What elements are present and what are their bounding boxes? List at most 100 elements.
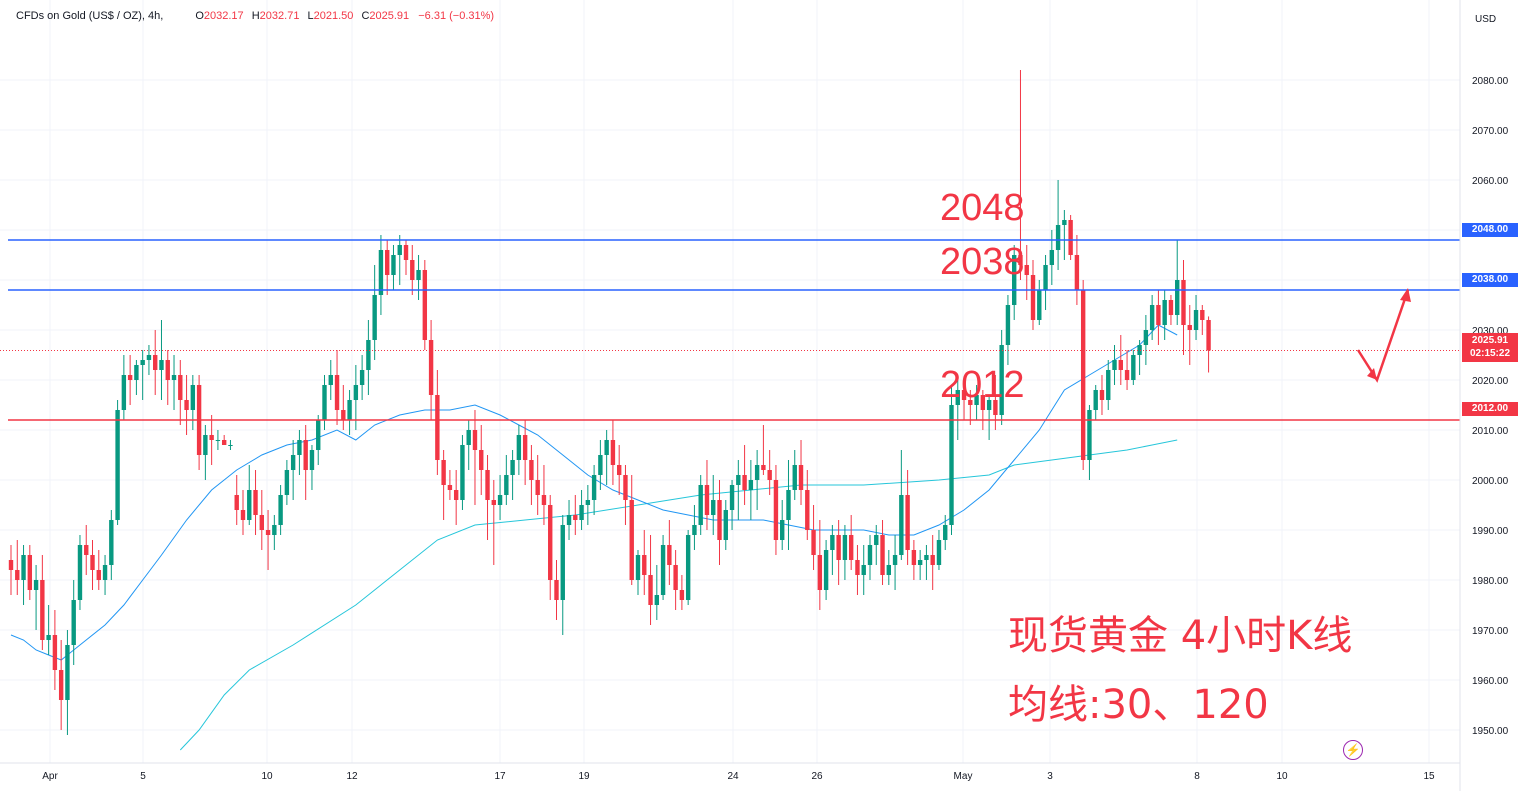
- candle-body: [77, 545, 83, 600]
- candle: [209, 415, 214, 465]
- candle: [642, 530, 647, 595]
- candle: [309, 445, 315, 490]
- candle-body: [171, 375, 177, 380]
- candle: [441, 450, 446, 520]
- candle-body: [259, 515, 264, 530]
- candle-body: [1106, 370, 1111, 400]
- candle: [1118, 335, 1123, 385]
- candle-body: [272, 525, 277, 535]
- candle: [253, 470, 258, 535]
- candle: [855, 545, 860, 595]
- candle-body: [290, 455, 296, 470]
- candle: [899, 450, 904, 560]
- candle-body: [1099, 390, 1105, 400]
- time-tick-label: 8: [1194, 771, 1200, 782]
- candle-body: [974, 395, 979, 405]
- candle: [372, 265, 377, 360]
- candle: [71, 580, 76, 665]
- candle: [77, 535, 83, 610]
- price-tick-label: 1980.00: [1472, 576, 1509, 587]
- candle: [447, 470, 453, 500]
- candle: [378, 235, 384, 315]
- candle-body: [1024, 265, 1029, 275]
- candle: [974, 385, 979, 420]
- time-axis-ticks[interactable]: Apr 5 10 12 17 19 24 26 May 3 8 10 15: [42, 771, 1435, 782]
- candle: [102, 555, 108, 595]
- candle: [196, 375, 202, 470]
- candle: [90, 540, 95, 590]
- candle-body: [736, 475, 741, 485]
- candle-body: [447, 485, 453, 490]
- candle-body: [1124, 370, 1130, 380]
- ma30-line: [10, 324, 1178, 661]
- level-tag-2038[interactable]: 2038.00: [1462, 273, 1518, 287]
- candle: [1156, 290, 1161, 345]
- candle-body: [240, 510, 246, 520]
- price-tick-label: 1960.00: [1472, 676, 1509, 687]
- horizontal-levels[interactable]: [0, 239, 1460, 421]
- time-tick-label: 24: [727, 771, 739, 782]
- candle-body: [773, 480, 779, 540]
- candle-body: [1137, 345, 1142, 355]
- candle-body: [805, 490, 810, 530]
- candle: [585, 485, 591, 525]
- candle: [780, 500, 785, 550]
- candle-body: [1168, 300, 1174, 315]
- candle-body: [604, 440, 609, 455]
- candle: [629, 475, 634, 585]
- candle: [604, 430, 609, 485]
- candle: [1175, 240, 1180, 325]
- symbol-title[interactable]: CFDs on Gold (US$ / OZ), 4h,: [16, 10, 164, 22]
- level-tag-2048[interactable]: 2048.00: [1462, 223, 1518, 237]
- candle: [548, 495, 553, 600]
- candle: [1193, 295, 1199, 340]
- candle: [259, 490, 264, 550]
- candle-body: [723, 510, 728, 540]
- candle: [1080, 280, 1086, 470]
- candle-body: [485, 470, 490, 500]
- time-tick-label: 12: [346, 771, 358, 782]
- candle: [52, 610, 58, 690]
- candle: [316, 415, 321, 465]
- candle-body: [1068, 220, 1073, 255]
- candle-body: [40, 580, 45, 640]
- time-tick-label: 10: [1276, 771, 1288, 782]
- candle: [698, 475, 703, 535]
- candle: [522, 420, 528, 485]
- candle-body: [911, 550, 917, 565]
- candle: [403, 240, 409, 275]
- candle: [247, 465, 252, 525]
- candle: [359, 355, 365, 400]
- arrow-head-up: [1400, 288, 1411, 302]
- candle: [1143, 315, 1149, 365]
- candle-body: [1012, 255, 1017, 305]
- candle-body: [880, 535, 885, 575]
- candle: [792, 450, 797, 500]
- candle: [861, 545, 866, 595]
- candle: [648, 535, 653, 625]
- candle: [140, 350, 145, 400]
- candle: [397, 235, 402, 285]
- candle: [497, 475, 503, 520]
- candle-body: [685, 535, 691, 600]
- candle-body: [823, 550, 829, 590]
- candle: [874, 525, 879, 565]
- candle-body: [648, 575, 653, 605]
- level-tag-2012[interactable]: 2012.00: [1462, 402, 1518, 416]
- candle-body: [673, 565, 678, 590]
- price-tick-label: 1950.00: [1472, 726, 1509, 737]
- candle: [46, 605, 51, 655]
- candle: [491, 480, 496, 565]
- candle: [880, 520, 885, 585]
- candle-body: [598, 455, 603, 475]
- candle: [717, 480, 722, 565]
- currency-label[interactable]: USD: [1475, 14, 1497, 25]
- lightning-icon[interactable]: ⚡: [1343, 740, 1363, 760]
- ma120-path: [179, 439, 1178, 751]
- candle: [297, 430, 302, 475]
- candle-body: [986, 400, 992, 410]
- candle: [58, 640, 64, 730]
- candle-body: [84, 545, 89, 555]
- close-value: 2025.91: [369, 10, 410, 22]
